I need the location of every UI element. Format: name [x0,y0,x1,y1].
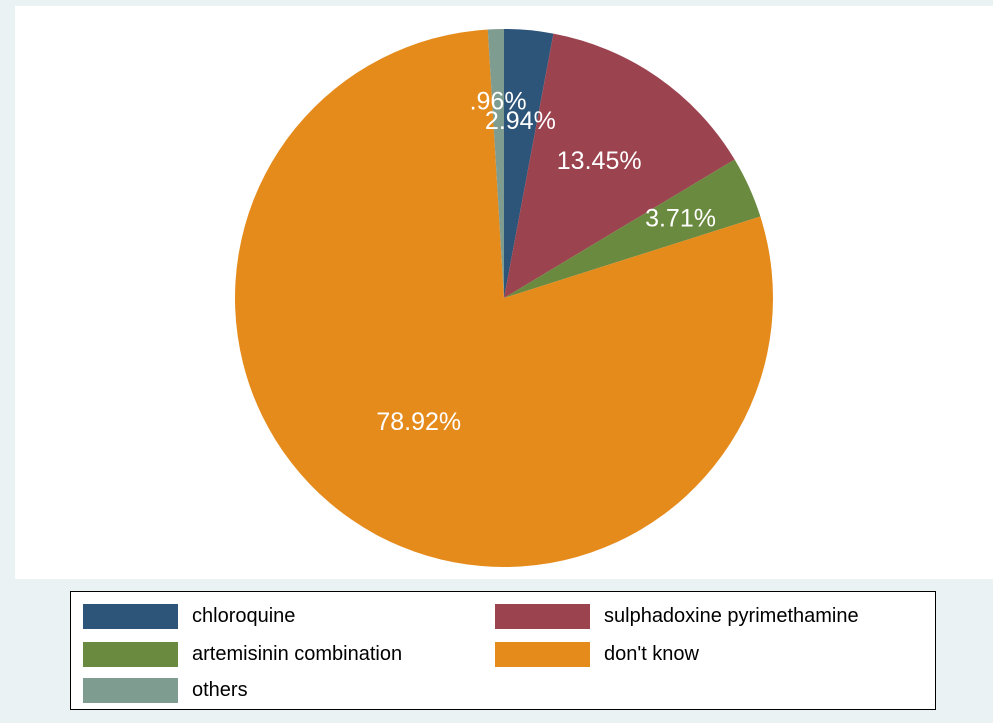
pie-slices [234,29,773,568]
legend-swatch-chloroquine [83,603,178,629]
legend-swatch-artemisinin-combination [83,641,178,667]
legend-label-others: others [192,678,248,701]
pie-slice-sulphadoxine-pyrimethamine [504,33,735,299]
legend-entry-sulphadoxine-pyrimethamine: sulphadoxine pyrimethamine [495,602,859,630]
slice-label-chloroquine: 2.94% [485,107,556,135]
slice-label-others: .96% [470,88,527,116]
pie-slice-dont-know [234,29,773,568]
pie-chart: 2.94%13.45% 3.71% 78.92% .96% [234,29,773,568]
legend-label-chloroquine: chloroquine [192,604,296,627]
legend-swatch-sulphadoxine-pyrimethamine [495,603,590,629]
pie-value-labels: 2.94%13.45% 3.71% 78.92% .96% [376,88,716,436]
legend-entry-chloroquine: chloroquine [83,602,295,630]
plot-panel: 2.94% 13.45% 3.71% 78.92% .96% [15,6,993,579]
pie-slice-chloroquine [504,29,554,298]
legend-label-sulphadoxine-pyrimethamine: sulphadoxine pyrimethamine [604,604,859,627]
legend-label-dont-know: don't know [604,642,699,665]
chart-legend: chloroquine sulphadoxine pyrimethamine a… [70,591,936,710]
legend-entry-others: others [83,676,248,704]
slice-label-sulphadoxine-pyrimethamine: 13.45% [557,147,642,175]
slice-label-artemisinin-combination: 3.71% [645,204,716,232]
pie-slice-others [487,29,504,298]
slice-label-dont-know: 78.92% [376,408,461,436]
legend-swatch-others [83,677,178,703]
legend-entry-artemisinin-combination: artemisinin combination [83,640,402,668]
pie-slice-artemisinin-combination [504,159,761,298]
legend-label-artemisinin-combination: artemisinin combination [192,642,403,665]
legend-entry-dont-know: don't know [495,640,699,668]
legend-swatch-dont-know [495,641,590,667]
